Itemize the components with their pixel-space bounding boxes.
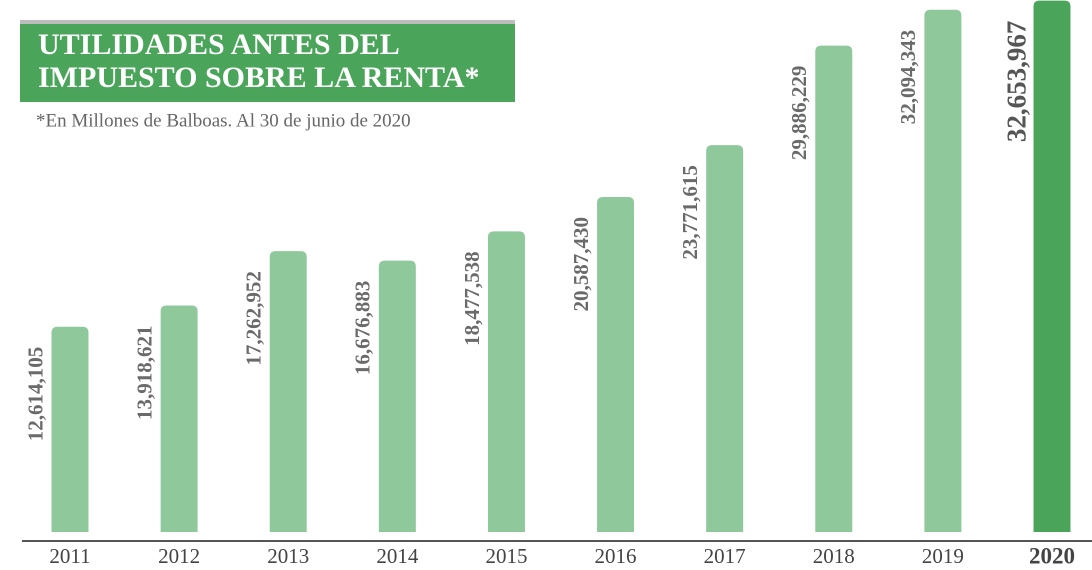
x-tick-label: 2018	[813, 544, 855, 568]
bar	[269, 251, 307, 532]
x-tick-label: 2011	[49, 544, 90, 568]
bar	[160, 305, 198, 532]
x-tick-label: 2017	[704, 544, 746, 568]
value-label: 23,771,615	[678, 165, 702, 260]
bar	[1033, 0, 1071, 532]
bar	[706, 145, 744, 532]
bar	[597, 196, 635, 532]
bar	[51, 326, 89, 532]
value-label: 18,477,538	[460, 251, 484, 346]
x-tick-label: 2015	[485, 544, 527, 568]
chart-title: UTILIDADES ANTES DEL	[38, 28, 400, 61]
bar	[924, 9, 962, 533]
x-tick-label: 2016	[595, 544, 637, 568]
value-label: 17,262,952	[242, 271, 266, 366]
title-box	[20, 24, 515, 102]
bar	[487, 231, 525, 532]
value-label: 32,653,967	[1002, 21, 1032, 143]
x-tick-label: 2013	[267, 544, 309, 568]
value-label: 13,918,621	[132, 326, 156, 421]
value-label: 29,886,229	[787, 66, 811, 161]
title-rule	[20, 20, 515, 24]
x-tick-label: 2019	[922, 544, 964, 568]
x-tick-label: 2014	[376, 544, 419, 568]
x-tick-label: 2020	[1029, 543, 1075, 568]
value-label: 20,587,430	[569, 217, 593, 312]
bar	[815, 45, 853, 532]
value-label: 16,676,883	[351, 281, 375, 376]
x-tick-label: 2012	[158, 544, 200, 568]
value-label: 32,094,343	[896, 30, 920, 125]
bar	[378, 260, 416, 532]
value-label: 12,614,105	[23, 347, 47, 442]
chart-title: IMPUESTO SOBRE LA RENTA*	[38, 61, 480, 94]
chart-subtitle: *En Millones de Balboas. Al 30 de junio …	[36, 110, 411, 131]
